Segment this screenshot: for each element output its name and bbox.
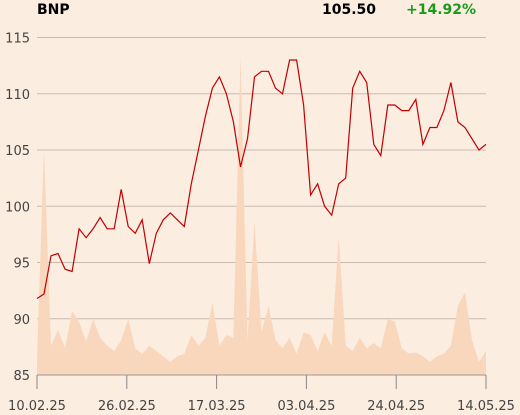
y-tick-label: 95 bbox=[13, 257, 30, 272]
last-price: 105.50 bbox=[322, 2, 377, 18]
y-axis-ticks: 85 90 95 100 105 110 115 bbox=[5, 32, 30, 385]
y-tick-label: 115 bbox=[5, 32, 30, 47]
price-line bbox=[36, 59, 487, 300]
y-tick-label: 100 bbox=[5, 200, 30, 215]
x-tick-label: 14.05.25 bbox=[457, 399, 515, 414]
y-tick-label: 90 bbox=[13, 313, 30, 328]
x-tick-label: 03.04.25 bbox=[277, 399, 335, 414]
x-tick-label: 10.02.25 bbox=[8, 399, 66, 414]
volume-area bbox=[37, 55, 486, 375]
y-tick-label: 110 bbox=[5, 88, 30, 103]
header: BNP 105.50 +14.92% bbox=[0, 0, 520, 22]
x-tick-label: 17.03.25 bbox=[188, 399, 246, 414]
price-change: +14.92% bbox=[406, 2, 477, 18]
x-axis-ticks: 10.02.25 26.02.25 17.03.25 03.04.25 24.04.25… bbox=[8, 375, 515, 414]
ticker-symbol: BNP bbox=[37, 2, 70, 18]
grid-lines bbox=[37, 37, 486, 376]
x-tick-label: 26.02.25 bbox=[98, 399, 156, 414]
y-tick-label: 85 bbox=[13, 369, 30, 384]
y-tick-label: 105 bbox=[5, 144, 30, 159]
x-tick-label: 24.04.25 bbox=[367, 399, 425, 414]
